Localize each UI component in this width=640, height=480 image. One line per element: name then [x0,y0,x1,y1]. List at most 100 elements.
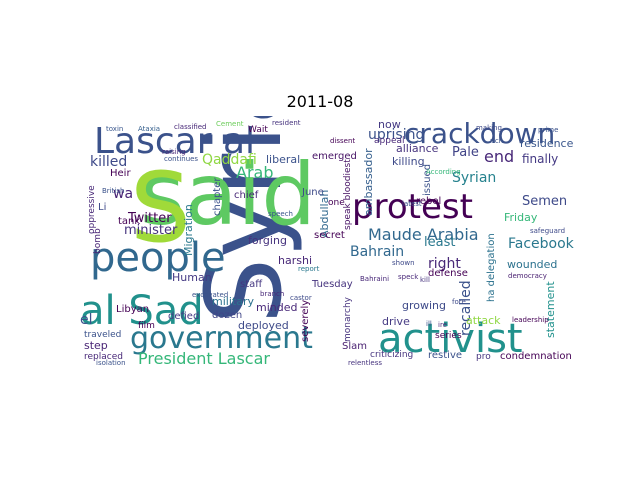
word-kill: kill [420,276,430,284]
word-military: military [212,295,254,308]
word-isolation: isolation [96,359,126,365]
word-al-sad: al Sad [80,288,204,334]
word-series: series [435,331,462,341]
word-shown: shown [392,259,415,267]
word-bahraini: Bahraini [360,275,389,283]
word-wounded: wounded [507,258,557,271]
word-chapter: chapter [212,177,223,216]
word-monarchy: monarchy [343,296,353,342]
word-relentless: relentless [348,359,382,365]
word-step: step [84,339,108,352]
word-facebook: Facebook [508,236,575,252]
word-raising: raising [162,148,186,156]
word-resident: resident [272,119,301,127]
word-liberal: liberal [266,153,300,166]
word-emerged: emerged [312,151,357,162]
word-june: June [301,187,324,198]
word-ataxia: Ataxia [138,125,160,133]
word-condemnation: condemnation [500,351,572,362]
word-classified: classified [174,123,206,131]
word-protest: protest [352,187,473,227]
word-british: British [102,187,124,195]
word-president-lascar: President Lascar [138,349,270,365]
word-criticizing: criticizing [370,350,413,360]
word-ha-delegation: ha delegation [486,233,497,302]
word-continues: continues [164,155,198,163]
word-attack: attack [466,314,501,327]
word-right: right [428,256,461,272]
word-li: Li [98,202,106,213]
word-staff: staff [240,279,263,290]
word-severely: severely [300,300,311,342]
word-replaced: replaced [84,352,123,362]
word-syria: Syria [183,116,305,324]
word-ill: ill [426,320,432,328]
word-killing: killing [392,155,425,168]
word-el: el [80,312,93,328]
word-pro: pro [476,352,491,362]
word-fore: fore [452,298,466,306]
word-libyan: Libyan [116,304,149,315]
word-latest: latest [402,200,422,208]
word-tuesday: Tuesday [311,279,353,290]
word-restive: restive [428,350,462,361]
word-secret: secret [314,230,345,241]
word-statement: statement [544,281,557,338]
word-report: report [298,265,320,273]
word-leadership: leadership [512,316,549,324]
word-chief: chief [234,190,259,201]
word-harshi: harshi [278,254,312,267]
word-recalled: recalled [458,280,474,336]
word-film: film [138,321,155,331]
word-maude-arabia: Maude Arabia [368,225,479,244]
word-friday: Friday [504,211,538,224]
word-s: S [130,152,191,264]
word-syrian: Syrian [452,170,496,186]
word-traveled: traveled [84,330,121,340]
word-according: According [426,168,461,176]
word-pale: Pale [452,145,479,160]
word-semen: Semen [522,194,567,209]
word-finally: finally [522,152,558,166]
word-castor: castor [290,294,312,302]
word-crackdown: crackdown [404,117,555,150]
word-least: least [424,235,455,250]
word-end: end [484,147,514,166]
word-residence: residence [520,137,574,150]
word-people: people [90,235,226,281]
chart-title: 2011-08 [286,92,354,111]
word-heir: Heir [110,168,131,179]
word-arab: Arab [236,163,273,182]
word-now: now [378,118,401,131]
word-defied: defied [168,311,199,322]
word-dozen: dozen [212,310,242,321]
word-lascar-al: Lascar al [94,121,255,162]
word-killed: killed [90,154,127,170]
word-prime: prime [538,126,558,134]
word-cloud: Syria said Lascar al al Sad people activist go… [80,116,575,365]
word-branch: branch [260,290,284,298]
word-rich: rich [490,137,503,145]
word-deployed: deployed [238,319,289,332]
word-ambassador: ambassador [362,148,375,216]
word-defense: defense [428,268,468,279]
word-slam: Slam [342,341,367,352]
word-speak-bloodiest: speak bloodiest [343,159,353,230]
word-cement: Cement [216,120,244,128]
word-growing: growing [402,299,446,312]
word-excavated: excavated [192,291,228,299]
word-speck: speck [398,273,419,281]
word-oppressive: oppressive [87,185,97,234]
word-forging: forging [248,234,287,247]
word-migration: Migration [182,204,195,256]
word-safeguard: safeguard [530,227,565,235]
word-human: Human [172,271,212,284]
word-ire: ire [438,321,447,329]
word-appeal: appeal [374,136,405,146]
word-democracy: democracy [508,272,547,280]
word-wait: Wait [248,125,268,135]
word-toxin: toxin [106,125,123,133]
word-government: government [130,321,313,356]
word-bomb: bomb [93,228,103,254]
